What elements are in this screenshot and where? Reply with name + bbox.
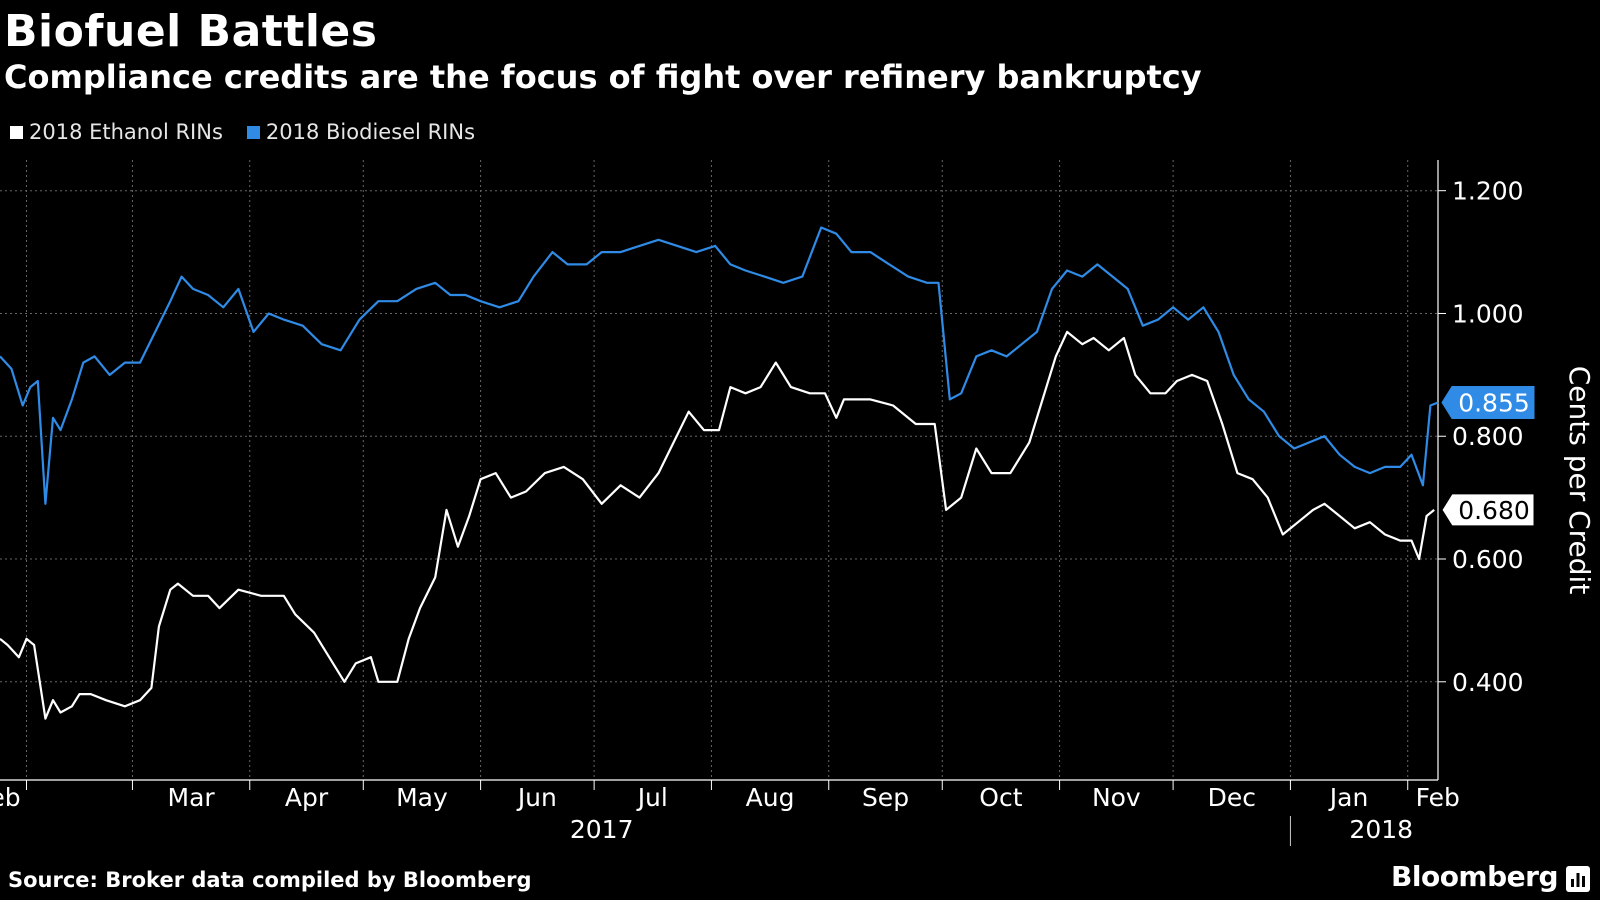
- legend-swatch-ethanol: [10, 125, 23, 139]
- x-tick-label: Aug: [746, 783, 795, 812]
- legend-label-biodiesel: 2018 Biodiesel RINs: [265, 120, 476, 144]
- end-value-labels: 0.680 0.855: [1441, 385, 1535, 527]
- x-tick-label: Dec: [1208, 783, 1256, 812]
- end-label-flag-ethanol: [1441, 493, 1535, 527]
- year-label: 2018: [1349, 815, 1413, 844]
- x-tick-label: Nov: [1092, 783, 1141, 812]
- source-note: Source: Broker data compiled by Bloomber…: [8, 868, 532, 892]
- x-tick-label: Jul: [636, 783, 668, 812]
- y-tick-label: 1.200: [1452, 177, 1524, 206]
- series-line-biodiesel: [0, 226, 1439, 505]
- x-tick-label: Jun: [516, 783, 557, 812]
- x-tick-label: Feb: [0, 783, 21, 812]
- legend-label-ethanol: 2018 Ethanol RINs: [29, 120, 223, 144]
- y-axis: 0.400 0.600 0.800 1.000 1.200: [1437, 160, 1524, 780]
- series-line-ethanol: [0, 330, 1435, 720]
- legend-swatch-biodiesel: [246, 125, 260, 139]
- legend-item-biodiesel: 2018 Biodiesel RINs: [246, 120, 476, 144]
- bloomberg-logo-icon: [1566, 866, 1590, 892]
- x-tick-label: Mar: [168, 783, 216, 812]
- y-tick-label: 0.600: [1452, 545, 1524, 574]
- gridlines: [0, 160, 1438, 780]
- bloomberg-logo: Bloomberg: [1391, 860, 1558, 893]
- chart-subtitle: Compliance credits are the focus of figh…: [4, 58, 1202, 96]
- x-tick-label: Sep: [862, 783, 909, 812]
- x-tick-label: May: [396, 783, 448, 812]
- x-tick-label: Apr: [285, 783, 329, 812]
- y-tick-label: 0.400: [1452, 668, 1524, 697]
- y-tick-label: 1.000: [1452, 299, 1524, 328]
- x-tick-label: Feb: [1416, 783, 1460, 812]
- series-lines: [0, 226, 1439, 720]
- end-value-label-biodiesel: 0.855: [1458, 388, 1530, 417]
- y-axis-label: Cents per Credit: [1563, 366, 1596, 595]
- year-label: 2017: [570, 815, 634, 844]
- x-tick-label: Oct: [979, 783, 1022, 812]
- end-value-label-ethanol: 0.680: [1458, 496, 1530, 525]
- legend-item-ethanol: 2018 Ethanol RINs: [10, 120, 223, 144]
- x-tick-label: Jan: [1328, 783, 1369, 812]
- x-axis: FebMarAprMayJunJulAugSepOctNovDecJanFeb2…: [0, 779, 1460, 846]
- end-label-flag-biodiesel: [1441, 385, 1535, 419]
- legend: 2018 Ethanol RINs 2018 Biodiesel RINs: [10, 120, 475, 144]
- chart-title: Biofuel Battles: [4, 6, 378, 57]
- y-tick-label: 0.800: [1452, 422, 1524, 451]
